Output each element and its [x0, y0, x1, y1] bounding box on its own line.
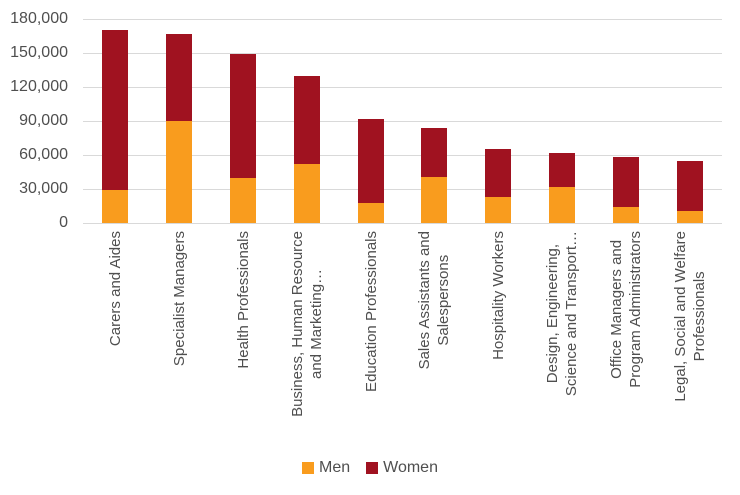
bar-segment-women — [613, 157, 640, 208]
chart-legend: Men Women — [0, 459, 740, 477]
y-gridline — [83, 155, 722, 156]
legend-swatch-men-icon — [302, 462, 315, 474]
category-label-text: Specialist Managers — [170, 231, 188, 367]
category-label-text: Design, Engineering, Science and Transpo… — [544, 231, 581, 397]
bar-segment-men — [421, 176, 448, 223]
y-gridline — [83, 223, 722, 224]
bar-segment-men — [677, 210, 704, 223]
y-axis-tick-label: 30,000 — [19, 180, 68, 197]
legend-item-men: Men — [302, 459, 350, 477]
y-gridline — [83, 189, 722, 190]
y-axis-tick-label: 0 — [59, 214, 68, 231]
y-axis-tick-label: 60,000 — [19, 146, 68, 163]
bar-segment-men — [165, 121, 192, 223]
bar-segment-men — [229, 177, 256, 223]
legend-swatch-women-icon — [366, 462, 379, 474]
category-label-text: Legal, Social and Welfare Professionals — [672, 231, 709, 402]
legend-item-women: Women — [366, 459, 438, 477]
bar-segment-women — [357, 118, 384, 203]
category-label: Health Professionals — [220, 231, 266, 441]
bar-segment-women — [165, 33, 192, 121]
bar-segment-men — [293, 164, 320, 223]
category-label: Sales Assistants and Salespersons — [411, 231, 457, 441]
category-label: Office Managers and Program Administrato… — [603, 231, 649, 441]
category-label-text: Health Professionals — [234, 231, 252, 369]
bar-segment-men — [485, 196, 512, 223]
bar-segment-women — [677, 160, 704, 211]
y-axis-tick-label: 120,000 — [10, 78, 68, 95]
category-label: Design, Engineering, Science and Transpo… — [539, 231, 585, 441]
category-label-text: Carers and Aides — [106, 231, 124, 347]
y-gridline — [83, 87, 722, 88]
category-label-text: Sales Assistants and Salespersons — [416, 231, 453, 370]
category-label: Carers and Aides — [92, 231, 138, 441]
legend-label: Men — [319, 459, 351, 476]
category-label: Legal, Social and Welfare Professionals — [667, 231, 713, 441]
y-gridline — [83, 19, 722, 20]
y-gridline — [83, 121, 722, 122]
category-label-text: Office Managers and Program Administrato… — [608, 231, 645, 388]
bar-segment-men — [613, 207, 640, 223]
y-axis-tick-label: 90,000 — [19, 112, 68, 129]
bar-segment-women — [485, 149, 512, 197]
bar-segment-women — [101, 30, 128, 191]
legend-label: Women — [383, 459, 438, 476]
y-gridline — [83, 53, 722, 54]
category-label-text: Education Professionals — [362, 231, 380, 392]
bar-segment-women — [549, 152, 576, 187]
y-axis-tick-label: 150,000 — [10, 44, 68, 61]
y-axis-tick-label: 180,000 — [10, 10, 68, 27]
bar-segment-women — [229, 54, 256, 178]
category-label-text: Business, Human Resource and Marketing… — [288, 231, 325, 417]
category-label: Specialist Managers — [156, 231, 202, 441]
category-label: Business, Human Resource and Marketing… — [284, 231, 330, 441]
category-label: Hospitality Workers — [475, 231, 521, 441]
bar-segment-women — [293, 75, 320, 165]
bar-segment-men — [549, 186, 576, 223]
category-label: Education Professionals — [348, 231, 394, 441]
bar-segment-men — [101, 190, 128, 223]
category-label-text: Hospitality Workers — [489, 231, 507, 360]
bar-segment-women — [421, 127, 448, 177]
bar-segment-men — [357, 202, 384, 223]
